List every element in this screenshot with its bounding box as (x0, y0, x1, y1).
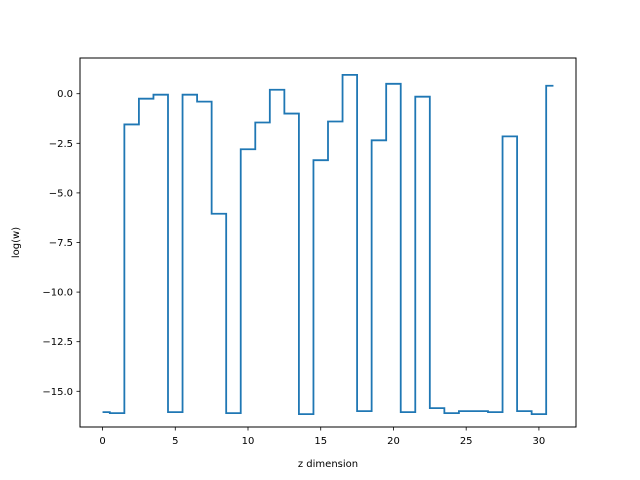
series-line-0 (102, 73, 554, 415)
y-axis-label: log(w) (11, 227, 22, 258)
x-tick-label: 25 (460, 436, 473, 447)
plot-area (102, 73, 554, 415)
x-tick-label: 15 (314, 436, 327, 447)
x-tick-label: 10 (242, 436, 255, 447)
x-axis-label: z dimension (298, 459, 358, 470)
y-tick-label: 0.0 (57, 89, 73, 100)
y-tick-label: −15.0 (42, 387, 73, 398)
y-tick-label: −7.5 (49, 238, 73, 249)
x-tick-label: 0 (99, 436, 105, 447)
y-tick-label: −5.0 (49, 188, 73, 199)
x-tick-label: 5 (172, 436, 178, 447)
x-tick-label: 20 (387, 436, 400, 447)
y-axis-ticks: 0.0 −2.5 −5.0 −7.5 −10.0 −12.5 −15.0 (42, 89, 80, 398)
y-tick-label: −12.5 (42, 337, 73, 348)
x-axis-ticks: 0 5 10 15 20 25 30 (99, 427, 545, 447)
y-tick-label: −2.5 (49, 139, 73, 150)
y-tick-label: −10.0 (42, 288, 73, 299)
x-tick-label: 30 (533, 436, 546, 447)
